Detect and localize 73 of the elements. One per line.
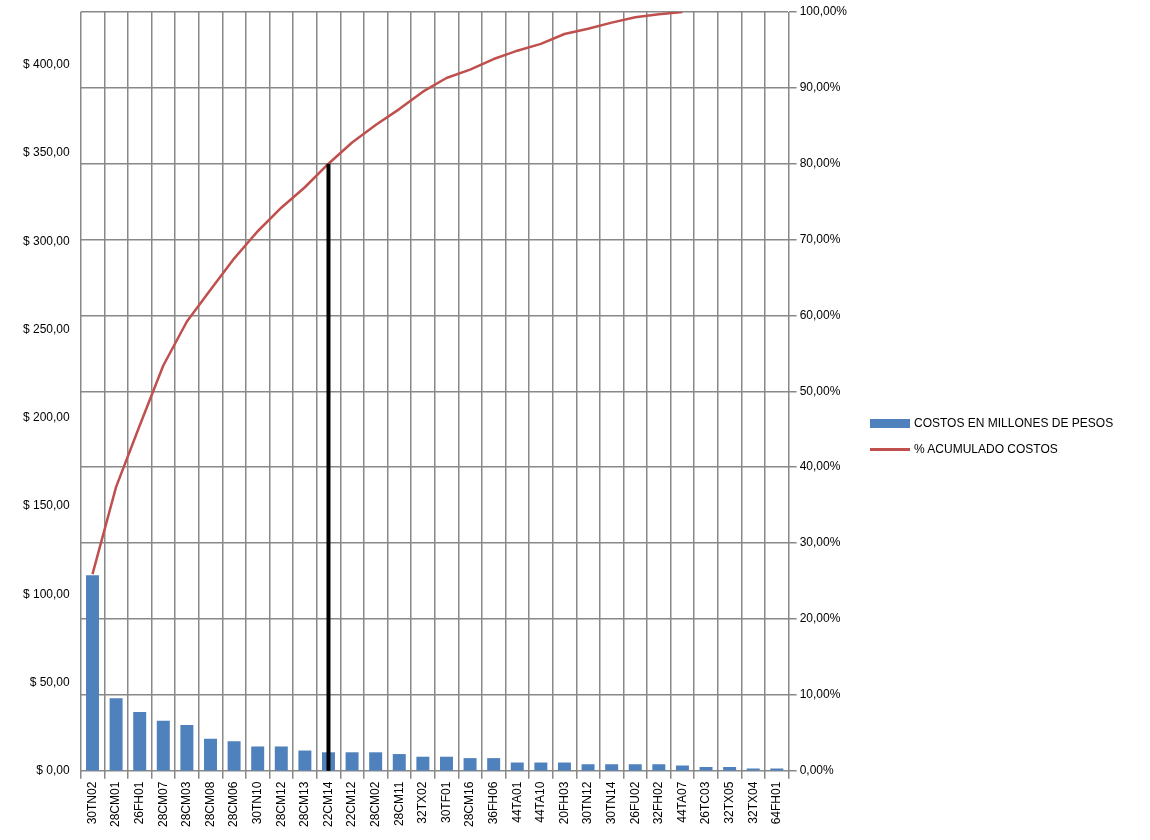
y2-tick-label: 0,00% (799, 762, 834, 777)
bar (298, 750, 312, 771)
x-tick-label: 30TN02 (84, 781, 99, 825)
bar (133, 711, 147, 771)
x-tick-label: 64FH01 (769, 781, 784, 825)
x-tick-label: 30TN14 (603, 781, 618, 825)
x-tick-label: 30TN10 (250, 781, 264, 825)
legend-label: % ACUMULADO COSTOS (914, 442, 1058, 456)
x-tick-label: 20FH03 (556, 781, 571, 825)
bar (392, 754, 406, 771)
y-tick-label: $ 350,00 (22, 145, 71, 160)
x-tick-label: 28CM07 (155, 781, 170, 827)
x-tick-label: 32TX02 (415, 781, 430, 824)
x-tick-label: 28CM01 (108, 781, 123, 827)
bar (487, 758, 501, 771)
bar (109, 698, 123, 771)
y-tick-label: $ 250,00 (22, 321, 71, 336)
y-tick-label: $ 100,00 (22, 586, 71, 601)
x-tick-label: 22CM14 (320, 781, 335, 827)
x-tick-label: 32FH02 (651, 781, 666, 825)
x-tick-label: 28CM13 (297, 781, 312, 827)
y2-tick-label: 80,00% (799, 156, 841, 171)
bar (416, 756, 430, 771)
legend-label: COSTOS EN MILLONES DE PESOS (914, 416, 1114, 430)
x-tick-label: 44TA10 (533, 781, 548, 823)
x-tick-label: 26TC03 (698, 781, 713, 825)
bar (628, 764, 642, 771)
x-tick-label: 22CM12 (344, 781, 359, 827)
bar (652, 764, 666, 771)
x-tick-label: 26FH01 (132, 781, 147, 825)
bar (227, 741, 241, 771)
x-tick-label: 28CM12 (273, 781, 288, 827)
x-tick-label: 26FU02 (627, 781, 642, 825)
x-tick-label: 28CM16 (462, 781, 477, 827)
x-tick-label: 28CM03 (179, 781, 194, 827)
y2-tick-label: 30,00% (799, 535, 841, 550)
x-tick-label: 30TF01 (438, 781, 453, 823)
bar (156, 720, 170, 771)
x-tick-label: 28CM02 (367, 781, 382, 827)
y2-tick-label: 60,00% (799, 307, 841, 322)
y2-tick-label: 20,00% (799, 611, 841, 626)
y-tick-label: $ 400,00 (22, 57, 71, 72)
bar (204, 738, 217, 771)
y2-tick-label: 90,00% (799, 80, 841, 95)
bar (251, 746, 265, 771)
bar (274, 746, 288, 771)
y-tick-label: $ 300,00 (22, 233, 71, 248)
bar (581, 764, 595, 771)
y-tick-label: $ 0,00 (36, 762, 71, 777)
y-tick-label: $ 150,00 (22, 498, 71, 513)
y2-tick-label: 70,00% (799, 231, 841, 246)
x-tick-label: 28CM06 (226, 781, 241, 827)
y2-tick-label: 100,00% (799, 4, 848, 19)
bar (86, 575, 99, 771)
bar (180, 725, 194, 771)
y-tick-label: $ 50,00 (29, 674, 71, 689)
bar (345, 752, 359, 771)
y2-tick-label: 10,00% (799, 687, 841, 702)
bar (439, 756, 453, 771)
bar (605, 764, 619, 771)
y2-tick-label: 50,00% (799, 383, 841, 398)
x-tick-label: 28CM08 (202, 781, 217, 827)
y2-tick-label: 40,00% (799, 459, 841, 474)
x-tick-label: 28CM11 (391, 781, 406, 827)
x-tick-label: 36FH06 (485, 781, 500, 825)
x-tick-label: 32TX04 (745, 781, 760, 824)
bar (369, 752, 383, 771)
x-tick-label: 32TX05 (721, 781, 736, 824)
bar (463, 758, 477, 771)
x-tick-label: 30TN12 (580, 781, 595, 825)
y-tick-label: $ 200,00 (22, 410, 71, 425)
x-tick-label: 44TA01 (509, 781, 524, 823)
x-tick-label: 44TA07 (674, 781, 689, 823)
